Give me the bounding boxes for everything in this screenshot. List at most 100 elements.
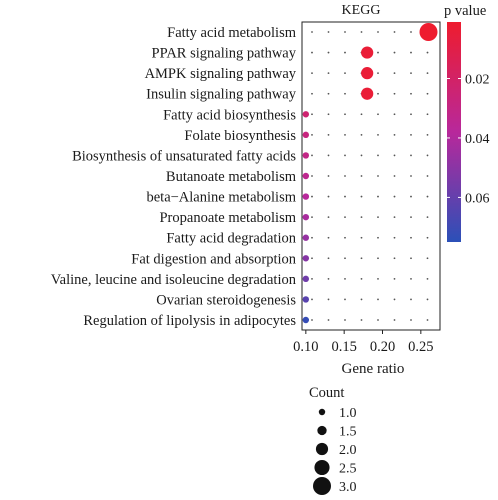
p-value-colorbar: 0.02 0.04 0.06 [447, 22, 490, 242]
grid-dot [344, 92, 346, 95]
category-label: Fatty acid degradation [166, 231, 296, 247]
grid-dot [360, 133, 363, 136]
data-point [302, 316, 310, 324]
grid-dot [426, 51, 429, 54]
data-point [302, 111, 310, 118]
grid-dot [377, 257, 379, 260]
data-point [302, 234, 310, 241]
data-point [361, 87, 374, 100]
grid-dot [426, 154, 429, 157]
size-legend-point [315, 442, 329, 456]
data-point [302, 296, 310, 303]
grid-dot [426, 72, 429, 75]
grid-dot [344, 236, 346, 239]
category-label: AMPK signaling pathway [145, 66, 297, 82]
colorbar-title: p value [444, 3, 486, 19]
grid-dot [360, 216, 363, 219]
grid-dot [377, 277, 379, 280]
grid-dot [311, 154, 313, 157]
grid-dot [393, 257, 396, 260]
grid-dot [410, 298, 412, 301]
grid-dot [377, 319, 379, 321]
grid-dot [393, 31, 396, 33]
grid-dot [311, 31, 313, 33]
data-point [302, 131, 310, 139]
grid-dot [393, 195, 396, 198]
grid-dot [344, 298, 346, 301]
grid-dot [426, 216, 429, 219]
grid-dot [360, 195, 363, 198]
x-tick-label: 0.10 [293, 339, 318, 355]
grid-dots [311, 31, 429, 321]
grid-dot [344, 133, 346, 136]
size-legend-label: 3.0 [339, 480, 357, 495]
grid-dot [327, 175, 330, 177]
data-point [302, 255, 310, 262]
size-legend-label: 2.5 [339, 462, 357, 477]
grid-dot [393, 298, 396, 301]
category-label: Fatty acid metabolism [167, 25, 297, 41]
grid-dot [327, 298, 330, 301]
grid-dot [311, 175, 313, 177]
grid-dot [377, 154, 379, 157]
grid-dot [410, 236, 412, 239]
grid-dot [410, 319, 412, 321]
grid-dot [377, 175, 379, 177]
grid-dot [393, 133, 396, 136]
data-point [419, 23, 438, 41]
grid-dot [311, 277, 313, 280]
grid-dot [360, 31, 363, 33]
x-axis-title: Gene ratio [342, 361, 405, 377]
grid-dot [410, 72, 412, 75]
grid-dot [311, 195, 313, 198]
size-legend-label: 1.0 [339, 406, 357, 421]
grid-dot [327, 92, 330, 95]
count-size-legend: 1.0 1.5 2.0 2.5 3.0 [313, 406, 357, 495]
grid-dot [377, 92, 379, 95]
grid-dot [311, 72, 313, 75]
grid-dot [344, 216, 346, 219]
grid-dot [393, 92, 396, 95]
colorbar-tick-label: 0.02 [465, 72, 490, 87]
grid-dot [360, 277, 363, 280]
grid-dot [377, 72, 379, 75]
grid-dot [426, 113, 429, 116]
grid-dot [327, 154, 330, 157]
grid-dot [344, 257, 346, 260]
grid-dot [393, 175, 396, 177]
grid-dot [410, 154, 412, 157]
grid-dot [327, 257, 330, 260]
grid-dot [360, 257, 363, 260]
grid-dot [426, 175, 429, 177]
category-label: Insulin signaling pathway [146, 87, 297, 103]
x-axis: 0.10 0.15 0.20 0.25 [293, 330, 434, 355]
x-tick-label: 0.25 [408, 339, 433, 355]
grid-dot [311, 319, 313, 321]
grid-dot [327, 277, 330, 280]
data-point [302, 152, 310, 159]
category-label: Regulation of lipolysis in adipocytes [83, 313, 296, 329]
grid-dot [360, 113, 363, 116]
grid-dot [311, 216, 313, 219]
category-label: Fatty acid biosynthesis [163, 107, 296, 123]
plot-panel [301, 21, 441, 331]
data-points [302, 23, 438, 324]
grid-dot [426, 298, 429, 301]
grid-dot [360, 175, 363, 177]
grid-dot [410, 51, 412, 54]
grid-dot [327, 216, 330, 219]
grid-dot [377, 298, 379, 301]
category-label: Biosynthesis of unsaturated fatty acids [72, 148, 296, 164]
grid-dot [410, 277, 412, 280]
grid-dot [410, 133, 412, 136]
grid-dot [311, 133, 313, 136]
grid-dot [327, 236, 330, 239]
grid-dot [410, 31, 412, 33]
data-point [302, 275, 310, 283]
grid-dot [344, 277, 346, 280]
category-label: Ovarian steroidogenesis [156, 292, 296, 308]
grid-dot [344, 51, 346, 54]
grid-dot [311, 257, 313, 260]
grid-dot [360, 236, 363, 239]
